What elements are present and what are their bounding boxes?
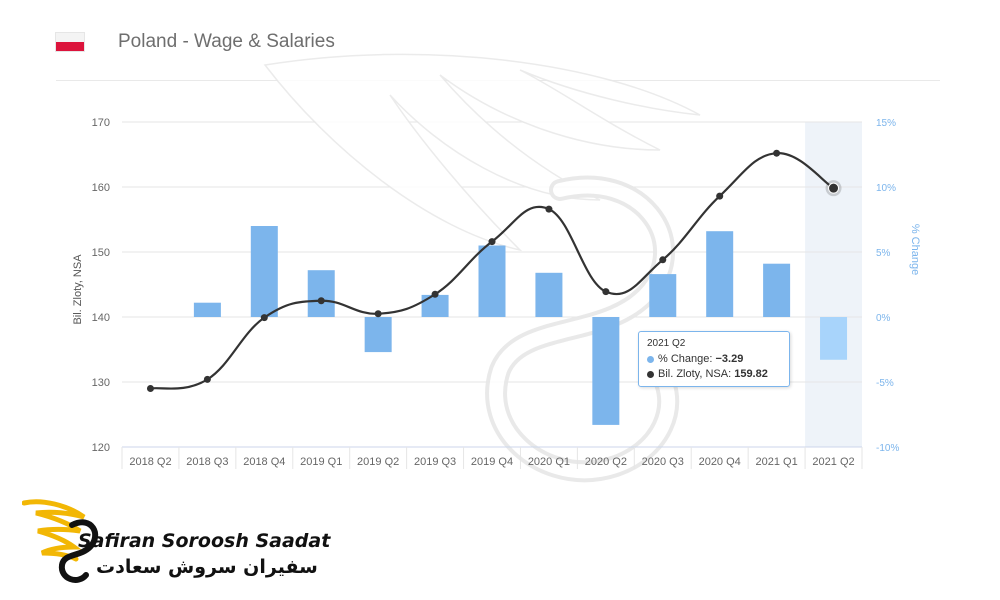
bar	[706, 231, 734, 317]
x-tick-label: 2021 Q2	[812, 456, 854, 468]
line-point	[716, 192, 724, 200]
chart-title: Poland - Wage & Salaries	[118, 31, 335, 52]
y-right-tick-label: 5%	[876, 248, 891, 259]
tooltip-row-change: % Change: −3.29	[647, 352, 781, 367]
bar	[535, 272, 563, 317]
x-tick-label: 2019 Q3	[414, 456, 456, 468]
x-tick-label: 2018 Q3	[186, 456, 228, 468]
tooltip-change-value: −3.29	[715, 353, 744, 365]
line-point	[602, 288, 610, 296]
x-tick-label: 2019 Q4	[471, 456, 513, 468]
bar	[763, 263, 791, 317]
tooltip-change-label: % Change:	[658, 353, 716, 365]
y-left-tick-label: 160	[92, 182, 110, 194]
line-point	[828, 182, 840, 194]
tooltip-zloty-value: 159.82	[734, 368, 768, 380]
bar-series-dot-icon	[647, 355, 654, 363]
tooltip-header: 2021 Q2	[647, 338, 686, 349]
poland-flag-icon	[56, 33, 84, 51]
bar	[364, 317, 392, 353]
y-right-tick-label: -10%	[876, 443, 899, 454]
bar	[193, 302, 221, 317]
bar	[592, 317, 620, 425]
y-left-tick-label: 130	[92, 377, 110, 389]
bar	[307, 270, 335, 317]
y-left-tick-label: 150	[92, 247, 110, 259]
line-point	[203, 375, 211, 383]
y-left-axis-title: Bil. Zloty, NSA	[72, 254, 84, 325]
line-point	[374, 310, 382, 318]
y-left-tick-label: 170	[92, 117, 110, 129]
bar	[250, 226, 278, 317]
line-point	[317, 297, 325, 305]
bar	[649, 274, 677, 317]
y-right-tick-label: -5%	[876, 378, 894, 389]
highlight-band	[805, 122, 862, 447]
x-tick-label: 2018 Q4	[243, 456, 285, 468]
tooltip-row-zloty: Bil. Zloty, NSA: 159.82	[647, 367, 781, 382]
x-tick-label: 2020 Q3	[642, 456, 684, 468]
y-right-tick-label: 15%	[876, 118, 896, 129]
bar	[421, 294, 449, 317]
bar	[478, 245, 506, 317]
line-point	[545, 205, 553, 213]
line-point	[488, 238, 496, 246]
tooltip-zloty-label: Bil. Zloty, NSA:	[658, 368, 735, 380]
line-point	[146, 385, 154, 392]
y-right-tick-label: 0%	[876, 313, 891, 324]
y-right-axis-title: % Change	[909, 224, 921, 275]
x-tick-label: 2020 Q4	[699, 456, 741, 468]
y-left-tick-label: 120	[92, 442, 110, 454]
line-point	[260, 314, 268, 322]
line-series-dot-icon	[647, 370, 654, 378]
x-tick-label: 2021 Q1	[756, 456, 798, 468]
y-left-tick-label: 140	[92, 312, 110, 324]
line-point	[659, 256, 667, 264]
logo-text-english: Safiran Soroosh Saadat	[78, 530, 331, 552]
line-point	[431, 290, 439, 298]
x-tick-label: 2020 Q2	[585, 456, 627, 468]
winged-logo-icon	[22, 499, 99, 583]
logo-text-persian: سفیران سروش سعادت	[96, 556, 318, 578]
x-tick-label: 2019 Q1	[300, 456, 342, 468]
x-tick-label: 2020 Q1	[528, 456, 570, 468]
tooltip: 2021 Q2 % Change: −3.29 Bil. Zloty, NSA:…	[638, 331, 790, 387]
line-point	[773, 149, 781, 157]
bar	[820, 317, 848, 360]
x-tick-label: 2018 Q2	[129, 456, 171, 468]
x-tick-label: 2019 Q2	[357, 456, 399, 468]
watermark-icon	[263, 53, 701, 483]
y-right-tick-label: 10%	[876, 183, 896, 194]
